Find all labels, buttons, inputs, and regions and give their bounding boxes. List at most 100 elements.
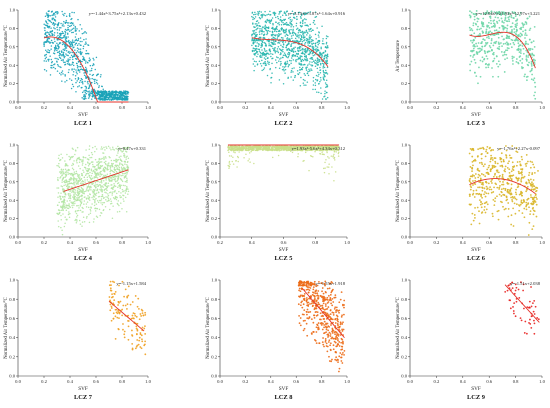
scatter-point bbox=[303, 72, 306, 75]
scatter-point bbox=[305, 13, 307, 15]
scatter-point bbox=[123, 95, 126, 97]
scatter-point bbox=[505, 30, 508, 32]
scatter-point bbox=[87, 82, 89, 85]
scatter-point bbox=[127, 190, 130, 193]
scatter-point bbox=[51, 14, 53, 17]
scatter-point bbox=[285, 30, 287, 33]
scatter-point bbox=[54, 18, 56, 21]
scatter-point bbox=[290, 76, 292, 78]
scatter-point bbox=[117, 200, 120, 202]
scatter-point bbox=[88, 96, 91, 98]
scatter-point bbox=[115, 93, 118, 95]
scatter-point bbox=[76, 181, 78, 183]
scatter-point bbox=[83, 176, 86, 179]
scatter-point bbox=[112, 197, 115, 199]
scatter-point bbox=[123, 92, 126, 94]
scatter-point bbox=[81, 81, 84, 83]
scatter-point bbox=[104, 95, 106, 98]
scatter-point bbox=[322, 67, 324, 69]
scatter-point bbox=[82, 83, 84, 85]
scatter-point bbox=[64, 12, 66, 15]
scatter-point bbox=[279, 64, 282, 66]
scatter-point bbox=[56, 26, 58, 29]
scatter-point bbox=[76, 191, 79, 194]
scatter-point bbox=[469, 29, 472, 32]
scatter-point bbox=[92, 195, 95, 198]
scatter-point bbox=[307, 44, 309, 46]
scatter-point bbox=[490, 38, 493, 40]
scatter-point bbox=[61, 171, 63, 174]
scatter-point bbox=[297, 52, 300, 55]
fit-curve bbox=[43, 36, 129, 103]
scatter-point bbox=[290, 45, 292, 47]
scatter-point bbox=[251, 39, 253, 42]
scatter-point bbox=[316, 61, 318, 63]
scatter-point bbox=[59, 57, 62, 60]
scatter-point bbox=[283, 18, 285, 21]
scatter-point bbox=[227, 145, 230, 147]
scatter-point bbox=[56, 49, 58, 52]
scatter-point bbox=[301, 25, 303, 27]
scatter-point bbox=[295, 28, 298, 31]
scatter-point bbox=[500, 42, 502, 44]
scatter-point bbox=[255, 49, 257, 51]
scatter-point bbox=[280, 57, 282, 59]
scatter-point bbox=[100, 186, 102, 189]
scatter-point bbox=[271, 57, 273, 60]
scatter-point bbox=[114, 185, 117, 187]
scatter-point bbox=[283, 66, 286, 68]
scatter-point bbox=[260, 14, 263, 16]
scatter-point bbox=[274, 147, 277, 149]
scatter-point bbox=[123, 176, 126, 178]
x-tick-label: 0.2 bbox=[41, 105, 47, 110]
scatter-point bbox=[65, 171, 67, 173]
scatter-point bbox=[324, 161, 326, 164]
scatter-point bbox=[45, 49, 47, 51]
scatter-point bbox=[96, 79, 98, 81]
scatter-point bbox=[518, 44, 521, 47]
scatter-point bbox=[105, 179, 107, 181]
scatter-point bbox=[78, 190, 80, 193]
scatter-point bbox=[261, 44, 263, 47]
scatter-point bbox=[315, 45, 317, 48]
scatter-point bbox=[266, 74, 269, 77]
scatter-point bbox=[527, 48, 530, 51]
scatter-point bbox=[78, 174, 81, 176]
scatter-point bbox=[60, 71, 63, 74]
scatter-point bbox=[72, 188, 75, 191]
scatter-point bbox=[316, 79, 318, 82]
scatter-point bbox=[292, 25, 295, 28]
scatter-point bbox=[50, 21, 53, 24]
scatter-point bbox=[85, 217, 88, 219]
scatter-point bbox=[99, 214, 101, 217]
scatter-point bbox=[62, 41, 64, 44]
scatter-point bbox=[77, 209, 80, 212]
scatter-point bbox=[46, 40, 49, 42]
scatter-point bbox=[47, 13, 49, 15]
scatter-point bbox=[44, 57, 47, 60]
scatter-point bbox=[500, 51, 503, 53]
scatter-point bbox=[81, 221, 84, 223]
scatter-point bbox=[280, 62, 282, 65]
scatter-point bbox=[71, 39, 74, 41]
scatter-point bbox=[485, 28, 488, 31]
scatter-point bbox=[70, 29, 72, 31]
scatter-point bbox=[522, 30, 524, 33]
scatter-point bbox=[253, 33, 256, 35]
scatter-point bbox=[91, 153, 94, 156]
scatter-point bbox=[481, 45, 484, 48]
scatter-point bbox=[273, 49, 275, 52]
scatter-point bbox=[254, 45, 257, 47]
scatter-point bbox=[86, 201, 89, 203]
scatter-point bbox=[77, 37, 80, 40]
scatter-point bbox=[65, 184, 67, 186]
scatter-point bbox=[94, 201, 96, 204]
scatter-point bbox=[85, 32, 88, 34]
scatter-point bbox=[101, 157, 103, 160]
lcz-panel-4: 0.0 0.2 0.4 0.6 0.8 1.00.00.20.40.60.81.0Norm… bbox=[4, 143, 152, 262]
scatter-point bbox=[525, 23, 528, 25]
scatter-point bbox=[309, 61, 311, 63]
scatter-point bbox=[74, 185, 76, 188]
x-axis-label: SVF bbox=[78, 112, 88, 118]
scatter-point bbox=[80, 202, 82, 204]
